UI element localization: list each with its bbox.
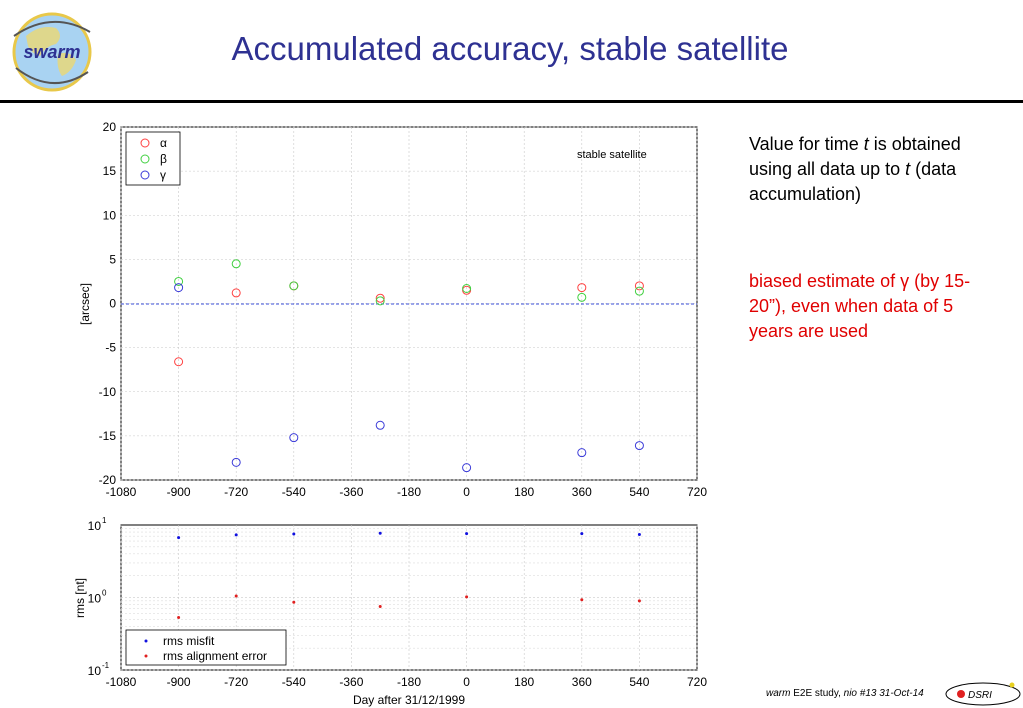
top-plot-xtick: -1080 — [106, 485, 137, 499]
bottom-plot-xtick: 720 — [687, 675, 707, 689]
alpha-point — [231, 288, 241, 298]
rms-alignment-error-point — [580, 598, 584, 602]
top-plot-ytick: 15 — [103, 164, 117, 178]
bottom-plot-ytick-exponent: -1 — [102, 661, 110, 670]
alpha-point — [174, 357, 184, 367]
rms-alignment-error-point — [177, 615, 181, 619]
gamma-point — [462, 463, 472, 473]
legend-beta-label: β — [160, 152, 167, 166]
top-plot-xtick: -720 — [224, 485, 248, 499]
gamma-point — [375, 420, 385, 430]
rms-alignment-error-point — [465, 595, 469, 599]
bottom-plot-legend: rms misfit rms alignment error — [125, 629, 287, 666]
bottom-plot-ytick: 10 — [88, 664, 102, 678]
svg-text:DSRI: DSRI — [968, 690, 992, 701]
top-plot-ytick: 5 — [109, 252, 116, 266]
gamma-point — [577, 448, 587, 458]
bias-note: biased estimate of γ (by 15-20”), even w… — [749, 271, 971, 341]
legend-rms-align-marker — [144, 654, 148, 658]
top-plot-ytick: -15 — [99, 429, 117, 443]
dsri-badge: DSRI — [945, 682, 1021, 706]
alpha-point — [375, 293, 385, 303]
beta-point — [174, 276, 184, 286]
bottom-plot-ytick-exponent: 0 — [102, 589, 107, 598]
beta-point — [375, 296, 385, 306]
bottom-plot-xtick: 540 — [629, 675, 649, 689]
top-plot-ytick: 0 — [109, 297, 116, 311]
bottom-plot-xtick: 360 — [572, 675, 592, 689]
top-plot-ytick: 20 — [103, 120, 117, 134]
title-divider — [0, 100, 1023, 103]
top-plot-ytick: 10 — [103, 208, 117, 222]
rms-misfit-point — [465, 532, 469, 536]
rms-misfit-point — [177, 536, 181, 540]
legend-alpha-marker — [140, 138, 150, 148]
legend-gamma-label: γ — [160, 168, 166, 182]
rms-misfit-point — [580, 532, 584, 536]
rms-misfit-point — [234, 533, 238, 537]
rms-alignment-error-point — [234, 594, 238, 598]
beta-point — [577, 292, 587, 302]
top-plot-ytick: -5 — [105, 341, 116, 355]
top-plot-xtick: -540 — [282, 485, 306, 499]
beta-point — [462, 283, 472, 293]
top-plot-xtick: 0 — [463, 485, 470, 499]
beta-point — [634, 286, 644, 296]
bottom-plot-xtick: -360 — [339, 675, 363, 689]
rms-misfit-point — [292, 532, 296, 536]
alpha-point — [577, 283, 587, 293]
bottom-plot-ytick-exponent: 1 — [102, 516, 107, 525]
footer-text: warm E2E study, nio #13 31-Oct-14 — [766, 688, 924, 699]
legend-rms-align-label: rms alignment error — [163, 649, 267, 663]
bottom-plot-ytick: 10 — [88, 592, 102, 606]
alpha-point — [634, 281, 644, 291]
bottom-plot-xtick: -1080 — [106, 675, 137, 689]
stable-satellite-label: stable satellite — [577, 149, 647, 161]
top-plot-xtick: 180 — [514, 485, 534, 499]
top-plot-xtick: -900 — [167, 485, 191, 499]
top-plot-xtick: 720 — [687, 485, 707, 499]
bottom-plot-xtick: -900 — [167, 675, 191, 689]
bottom-plot-xtick: 0 — [463, 675, 470, 689]
svg-text:swarm: swarm — [23, 42, 80, 62]
top-plot-ylabel: [arcsec] — [78, 283, 92, 325]
top-plot-legend: α β γ — [125, 131, 181, 186]
legend-rms-misfit-label: rms misfit — [163, 634, 215, 648]
swarm-logo: swarm — [12, 12, 92, 92]
gamma-point — [634, 441, 644, 451]
bottom-plot-xlabel: Day after 31/12/1999 — [353, 693, 465, 707]
gamma-point — [289, 433, 299, 443]
beta-point — [289, 281, 299, 291]
bottom-plot-xtick: -540 — [282, 675, 306, 689]
rms-misfit-point — [378, 531, 382, 535]
chart-figure: -1080 -900 -720 -540 -360 -180 0 180 360 540 720 20… — [73, 120, 707, 707]
legend-rms-misfit-marker — [144, 639, 148, 643]
rms-alignment-error-point — [292, 600, 296, 604]
legend-gamma-marker — [140, 170, 150, 180]
accumulation-note: Value for time t is obtained using all d… — [749, 134, 961, 204]
top-plot-ytick: -20 — [99, 473, 117, 487]
bottom-plot-ylabel: rms [nt] — [73, 578, 87, 618]
bottom-plot-xtick: -180 — [397, 675, 421, 689]
top-plot-xtick: -360 — [339, 485, 363, 499]
legend-alpha-label: α — [160, 136, 167, 150]
gamma-point — [231, 457, 241, 467]
page-title: Accumulated accuracy, stable satellite — [231, 30, 789, 67]
rms-misfit-point — [637, 532, 641, 536]
bottom-plot-xtick: 180 — [514, 675, 534, 689]
top-plot-xtick: 360 — [572, 485, 592, 499]
top-plot-xtick: -180 — [397, 485, 421, 499]
beta-point — [231, 259, 241, 269]
bottom-plot-xtick: -720 — [224, 675, 248, 689]
legend-beta-marker — [140, 154, 150, 164]
gamma-point — [174, 283, 184, 293]
top-plot-xtick: 540 — [629, 485, 649, 499]
rms-alignment-error-point — [378, 605, 382, 609]
rms-alignment-error-point — [637, 599, 641, 603]
top-plot-ytick: -10 — [99, 385, 117, 399]
bottom-plot-ytick: 10 — [88, 519, 102, 533]
